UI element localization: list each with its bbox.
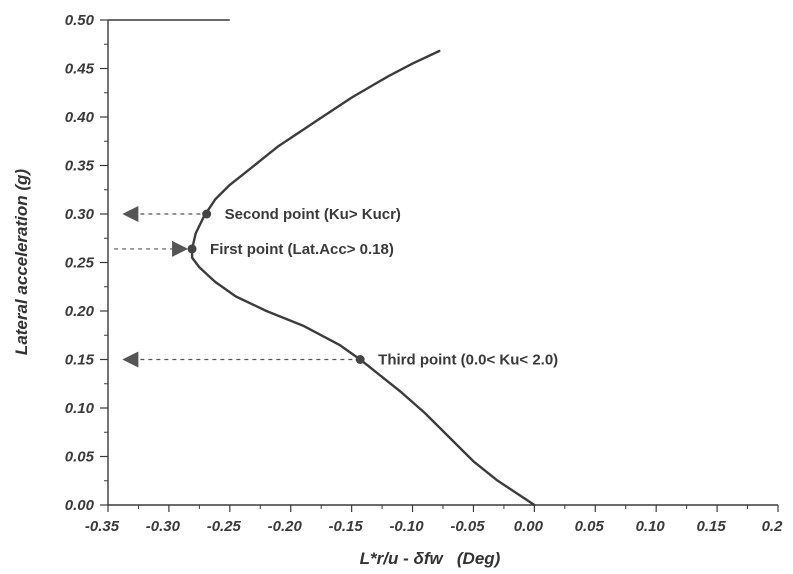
x-tick-label: -0.25	[207, 518, 242, 535]
x-axis-label: L*r/u - δfw (Deg)	[360, 549, 501, 568]
x-tick-label: -0.15	[329, 518, 364, 535]
x-tick-label: 0.05	[575, 518, 605, 535]
annotation: Third point (0.0< Ku< 2.0)	[122, 351, 558, 369]
arrow-right-icon	[172, 240, 189, 257]
annotation: First point (Lat.Acc> 0.18)	[114, 240, 394, 258]
y-tick-label: 0.45	[65, 61, 95, 78]
annotation-label: Second point (Ku> Kucr)	[225, 206, 401, 223]
arrow-left-icon	[122, 351, 139, 368]
arrow-left-icon	[122, 206, 139, 222]
annotations: Second point (Ku> Kucr) First point (Lat.…	[114, 206, 558, 369]
y-tick-label: 0.15	[65, 352, 95, 369]
x-tick-label: 0.00	[514, 518, 544, 535]
tick-marks	[100, 19, 779, 512]
y-tick-label: 0.35	[65, 158, 95, 175]
x-tick-label: -0.35	[85, 518, 120, 535]
series	[190, 49, 536, 507]
x-tick-label: -0.30	[146, 518, 181, 535]
x-tick-label: -0.20	[268, 518, 303, 535]
y-tick-label: 0.40	[65, 109, 95, 126]
x-tick-label: -0.05	[450, 518, 485, 535]
y-tick-labels: 0.00 0.05 0.10 0.15 0.20 0.25 0.30 0.35 0.40 0.45…	[65, 12, 95, 514]
annotation-point	[202, 209, 212, 219]
y-tick-label: 0.25	[65, 255, 95, 272]
x-tick-label: -0.10	[389, 518, 424, 535]
y-tick-label: 0.10	[65, 400, 95, 417]
series-line	[190, 49, 536, 507]
y-tick-label: 0.05	[65, 449, 95, 466]
annotation-label: First point (Lat.Acc> 0.18)	[210, 241, 394, 258]
x-tick-label: 0.2	[762, 518, 784, 535]
y-tick-label: 0.50	[65, 12, 95, 29]
x-tick-label: 0.15	[696, 518, 726, 535]
annotation-point	[355, 355, 365, 364]
annotation-label: Third point (0.0< Ku< 2.0)	[378, 352, 558, 369]
annotation: Second point (Ku> Kucr)	[122, 206, 401, 223]
annotation-point	[187, 244, 197, 254]
y-tick-label: 0.30	[65, 206, 95, 223]
x-tick-label: 0.10	[636, 518, 666, 535]
y-axis-label: Lateral acceleration (g)	[12, 169, 31, 355]
x-tick-labels: -0.35 -0.30 -0.25 -0.20 -0.15 -0.10 -0.05 0.00 0…	[85, 518, 783, 535]
y-tick-label: 0.20	[65, 303, 95, 320]
y-tick-label: 0.00	[65, 497, 95, 514]
